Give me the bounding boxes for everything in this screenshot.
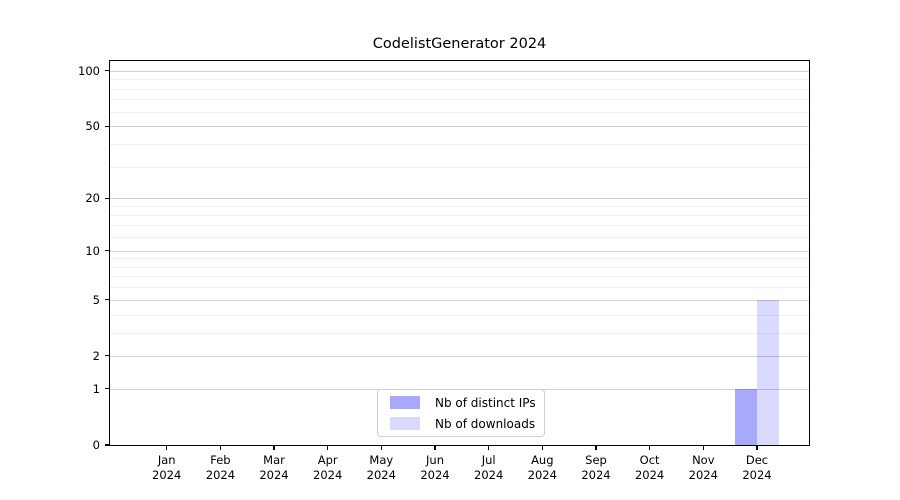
- x-tick-mark: [649, 446, 651, 451]
- x-tick-mark: [166, 446, 168, 451]
- x-tick-label: Apr 2024: [298, 453, 358, 484]
- x-tick-label: Jul 2024: [459, 453, 519, 484]
- y-tick-mark: [104, 355, 110, 357]
- bar-distinct-ips: [735, 388, 757, 445]
- x-tick-label-month: Mar: [263, 452, 285, 467]
- x-tick-mark: [219, 446, 221, 451]
- legend-item-label: Nb of downloads: [435, 416, 536, 431]
- gridline-minor: [110, 225, 809, 227]
- x-tick-mark: [702, 446, 704, 451]
- gridline-major: [110, 126, 809, 128]
- gridline-major: [110, 70, 809, 72]
- x-tick-label: Feb 2024: [190, 453, 250, 484]
- x-tick-label: Mar 2024: [244, 453, 304, 484]
- x-tick-label-month: Jul: [481, 452, 496, 467]
- y-tick-mark: [104, 388, 110, 390]
- chart-title: CodelistGenerator 2024: [372, 36, 547, 52]
- x-tick-label: Jun 2024: [405, 453, 465, 484]
- gridline-minor: [110, 258, 809, 260]
- legend-item: Nb of downloads: [390, 416, 536, 432]
- y-tick-label: 100: [78, 63, 100, 78]
- x-tick-label-year: 2024: [313, 468, 343, 482]
- x-tick-mark: [380, 446, 382, 451]
- gridline-major: [110, 198, 809, 200]
- x-tick-label-month: Dec: [745, 452, 769, 467]
- x-tick-label-year: 2024: [742, 468, 772, 482]
- y-tick-mark: [104, 444, 110, 446]
- x-tick-mark: [595, 446, 597, 451]
- x-tick-mark: [434, 446, 436, 451]
- x-tick-label-year: 2024: [634, 468, 665, 482]
- gridline-major: [110, 299, 809, 301]
- x-tick-label-year: 2024: [420, 468, 450, 482]
- x-tick-label: May 2024: [351, 453, 411, 484]
- gridline-minor: [110, 143, 809, 145]
- x-tick-label-year: 2024: [152, 468, 182, 482]
- y-tick-label: 5: [92, 292, 100, 307]
- legend-item: Nb of distinct IPs: [390, 395, 536, 411]
- y-tick-mark: [104, 125, 110, 127]
- x-tick-label-year: 2024: [366, 468, 396, 482]
- x-tick-label-month: Sep: [585, 452, 607, 467]
- x-tick-label-month: Jan: [157, 452, 176, 467]
- gridline-minor: [110, 314, 809, 316]
- x-tick-label: Sep 2024: [566, 453, 626, 484]
- gridline-minor: [110, 215, 809, 217]
- gridline-minor: [110, 276, 809, 278]
- gridline-minor: [110, 287, 809, 289]
- y-tick-label: 2: [92, 348, 100, 363]
- gridline-minor: [110, 111, 809, 113]
- gridline-minor: [110, 332, 809, 334]
- y-tick-label: 50: [85, 119, 100, 134]
- x-tick-label-month: Aug: [531, 452, 554, 467]
- gridline-minor: [110, 166, 809, 168]
- x-tick-label-month: Oct: [639, 452, 660, 467]
- x-tick-label-year: 2024: [259, 468, 289, 482]
- legend: Nb of distinct IPs Nb of downloads: [377, 389, 545, 437]
- x-tick-mark: [488, 446, 490, 451]
- legend-swatch: [390, 396, 420, 409]
- x-tick-label-year: 2024: [581, 468, 611, 482]
- x-tick-label: Dec 2024: [727, 453, 787, 484]
- legend-swatch: [390, 417, 420, 430]
- x-tick-mark: [541, 446, 543, 451]
- y-tick-label: 20: [85, 191, 100, 206]
- x-tick-label-month: May: [369, 452, 394, 467]
- y-tick-mark: [104, 299, 110, 301]
- x-tick-label: Nov 2024: [673, 453, 733, 484]
- x-tick-mark: [327, 446, 329, 451]
- x-tick-label-year: 2024: [688, 468, 718, 482]
- x-tick-label: Oct 2024: [620, 453, 680, 484]
- y-tick-label: 10: [85, 243, 100, 258]
- y-tick-label: 1: [92, 381, 100, 396]
- plot-panel: [110, 61, 809, 445]
- legend-item-label: Nb of distinct IPs: [435, 395, 536, 410]
- gridline-minor: [110, 79, 809, 81]
- x-tick-label-year: 2024: [205, 468, 236, 482]
- gridline-minor: [110, 237, 809, 238]
- y-tick-mark: [104, 70, 110, 72]
- y-tick-mark: [104, 197, 110, 199]
- gridline-minor: [110, 266, 809, 268]
- x-tick-mark: [273, 446, 275, 451]
- gridline-minor: [110, 206, 809, 208]
- x-tick-label-month: Feb: [210, 452, 231, 467]
- y-tick-label: 0: [92, 438, 100, 452]
- gridline-minor: [110, 88, 809, 90]
- x-tick-label: Jan 2024: [137, 453, 197, 484]
- x-tick-label-month: Nov: [692, 452, 715, 467]
- x-tick-label: Aug 2024: [512, 453, 572, 484]
- gridline-minor: [110, 99, 809, 101]
- gridline-major: [110, 250, 809, 252]
- x-tick-label-year: 2024: [527, 468, 557, 482]
- x-tick-label-month: Jun: [426, 452, 444, 467]
- gridline-major: [110, 355, 809, 357]
- bar-downloads: [757, 299, 779, 445]
- x-tick-label-month: Apr: [317, 452, 338, 467]
- x-tick-label-year: 2024: [474, 468, 504, 482]
- x-tick-mark: [756, 446, 758, 451]
- y-tick-mark: [104, 250, 110, 252]
